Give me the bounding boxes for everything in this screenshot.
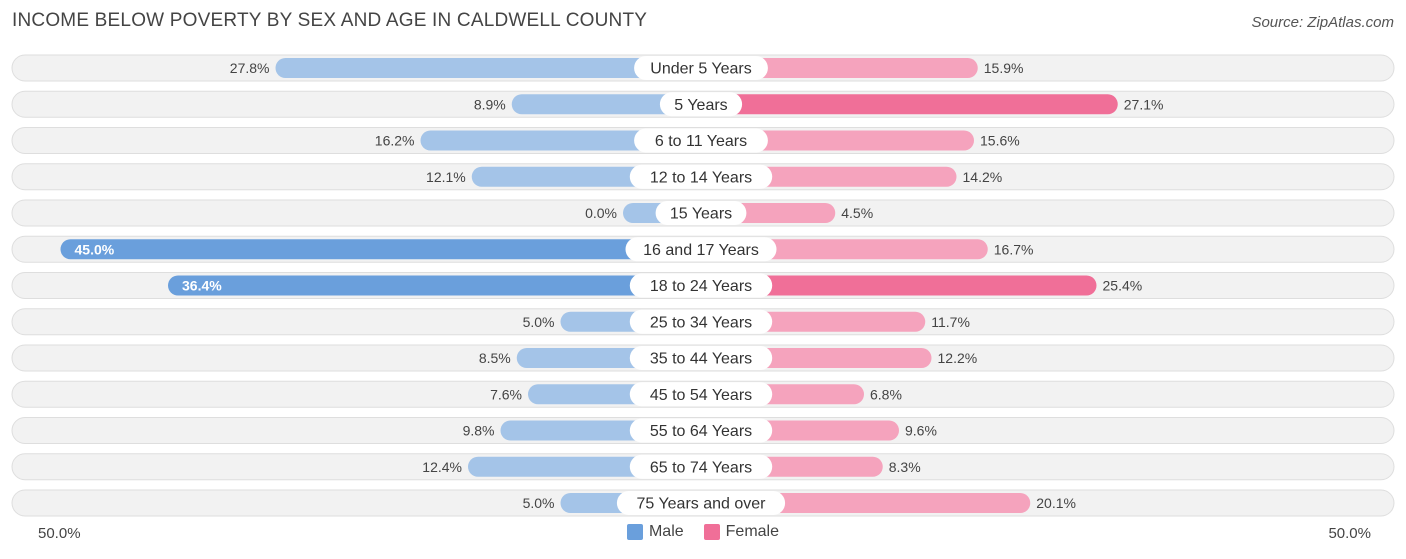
category-pill xyxy=(629,418,773,443)
bar-male xyxy=(275,58,701,78)
value-label-male: 16.2% xyxy=(375,133,415,149)
category-pill xyxy=(625,237,777,262)
category-pill xyxy=(629,454,773,479)
value-label-male: 5.0% xyxy=(523,495,555,511)
legend-item-male: Male xyxy=(626,523,684,541)
bar-male xyxy=(511,94,701,115)
category-label: 6 to 11 Years xyxy=(655,133,747,150)
legend-label-male: Male xyxy=(648,523,684,540)
value-label-male: 12.1% xyxy=(426,169,466,185)
axis-right-label: 50.0% xyxy=(1328,525,1371,542)
value-label-male: 0.0% xyxy=(585,205,617,221)
category-pill xyxy=(655,201,747,225)
bar-female xyxy=(701,275,1097,296)
value-label-male: 8.9% xyxy=(474,96,506,112)
category-label: 35 to 44 Years xyxy=(650,351,752,368)
value-label-female: 15.9% xyxy=(984,60,1024,76)
axis-left-label: 50.0% xyxy=(38,525,81,542)
category-label: 55 to 64 Years xyxy=(650,423,752,440)
value-label-male: 5.0% xyxy=(523,314,555,330)
value-label-male: 27.8% xyxy=(230,60,270,76)
value-label-female: 11.7% xyxy=(931,314,970,330)
value-label-female: 14.2% xyxy=(963,169,1003,185)
category-label: 15 Years xyxy=(670,206,732,223)
value-label-female: 20.1% xyxy=(1036,495,1076,511)
bar-chart: Under 5 Years 27.8% 15.9% 5 Years 8.9% 27.1% 6… xyxy=(11,54,1395,517)
category-label: 12 to 14 Years xyxy=(650,169,752,186)
value-label-female: 9.6% xyxy=(905,423,937,439)
category-label: 18 to 24 Years xyxy=(650,278,752,295)
bar-female xyxy=(701,58,978,78)
chart-title: INCOME BELOW POVERTY BY SEX AND AGE IN C… xyxy=(12,10,648,31)
category-pill xyxy=(616,491,786,515)
value-label-male: 12.4% xyxy=(422,459,462,475)
value-label-male: 36.4% xyxy=(182,278,222,294)
value-label-male: 45.0% xyxy=(75,241,115,257)
value-label-female: 15.6% xyxy=(980,133,1020,149)
category-pill xyxy=(659,92,743,117)
category-label: 45 to 54 Years xyxy=(650,387,752,404)
category-label: 75 Years and over xyxy=(637,496,767,513)
category-label: 25 to 34 Years xyxy=(650,314,752,331)
value-label-female: 27.1% xyxy=(1124,96,1164,112)
value-label-female: 25.4% xyxy=(1103,278,1143,294)
value-label-male: 7.6% xyxy=(490,386,522,402)
legend-swatch-female xyxy=(703,524,720,540)
source-label: Source: ZipAtlas.com xyxy=(1251,14,1394,31)
bar-male xyxy=(420,130,701,151)
value-label-female: 4.5% xyxy=(841,205,873,221)
category-label: Under 5 Years xyxy=(650,61,751,78)
bar-female xyxy=(701,130,974,151)
legend-swatch-male xyxy=(626,524,643,540)
category-pill xyxy=(629,273,773,298)
legend: Male Female xyxy=(0,523,1406,541)
category-label: 65 to 74 Years xyxy=(650,459,752,476)
value-label-female: 12.2% xyxy=(938,350,978,366)
category-pill xyxy=(629,164,773,189)
bar-male xyxy=(168,275,701,296)
legend-label-female: Female xyxy=(725,523,780,540)
category-label: 5 Years xyxy=(674,97,727,114)
bar-male xyxy=(60,239,701,260)
value-label-female: 6.8% xyxy=(870,386,902,402)
value-label-male: 9.8% xyxy=(463,423,495,439)
category-label: 16 and 17 Years xyxy=(643,242,759,259)
category-pill xyxy=(634,56,768,80)
category-pill xyxy=(629,346,773,370)
value-label-male: 8.5% xyxy=(479,350,511,366)
bar-female xyxy=(701,94,1118,115)
category-pill xyxy=(634,128,768,153)
value-label-female: 8.3% xyxy=(889,459,921,475)
value-label-female: 16.7% xyxy=(994,241,1034,257)
category-pill xyxy=(629,382,773,407)
legend-item-female: Female xyxy=(703,523,780,541)
category-pill xyxy=(629,309,773,334)
